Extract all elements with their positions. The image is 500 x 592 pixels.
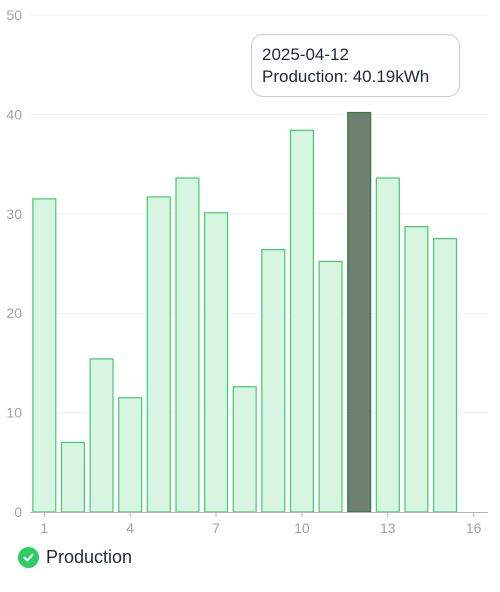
y-tick-label-0: 0 [14, 504, 22, 520]
bar-4[interactable] [118, 397, 143, 513]
y-tick-label-20: 20 [6, 305, 22, 321]
tooltip: 2025-04-12 Production: 40.19kWh [251, 34, 460, 97]
x-tick-label-7: 7 [212, 520, 220, 536]
bars [32, 111, 458, 513]
bar-1[interactable] [32, 198, 57, 513]
bar-14[interactable] [404, 226, 429, 513]
bar-13[interactable] [375, 177, 400, 513]
axes: 0 10 20 30 40 50 1 4 7 10 13 16 [6, 7, 488, 536]
bar-2[interactable] [60, 441, 85, 513]
bar-10[interactable] [289, 129, 314, 513]
y-tick-label-50: 50 [6, 7, 22, 23]
tooltip-value: Production: 40.19kWh [262, 67, 430, 86]
bar-5[interactable] [146, 196, 171, 513]
bar-11[interactable] [318, 260, 343, 513]
legend-label: Production [46, 547, 133, 567]
bar-8[interactable] [232, 386, 257, 513]
x-tick-label-13: 13 [380, 520, 396, 536]
x-tick-label-10: 10 [294, 520, 310, 536]
y-tick-label-30: 30 [6, 206, 22, 222]
tooltip-date: 2025-04-12 [262, 45, 349, 64]
y-tick-label-10: 10 [6, 405, 22, 421]
bar-9[interactable] [261, 248, 286, 513]
x-tick-label-4: 4 [126, 520, 134, 536]
bar-15[interactable] [433, 238, 458, 513]
x-tick-label-1: 1 [40, 520, 48, 536]
check-icon [18, 547, 39, 568]
bar-7[interactable] [204, 212, 229, 513]
production-bar-chart: 0 10 20 30 40 50 1 4 7 10 13 16 [6, 7, 488, 536]
bar-12[interactable] [347, 111, 372, 513]
y-tick-label-40: 40 [6, 106, 22, 122]
bar-3[interactable] [89, 358, 114, 513]
x-tick-label-16: 16 [466, 520, 482, 536]
bar-6[interactable] [175, 177, 200, 513]
legend[interactable]: Production [18, 547, 132, 568]
